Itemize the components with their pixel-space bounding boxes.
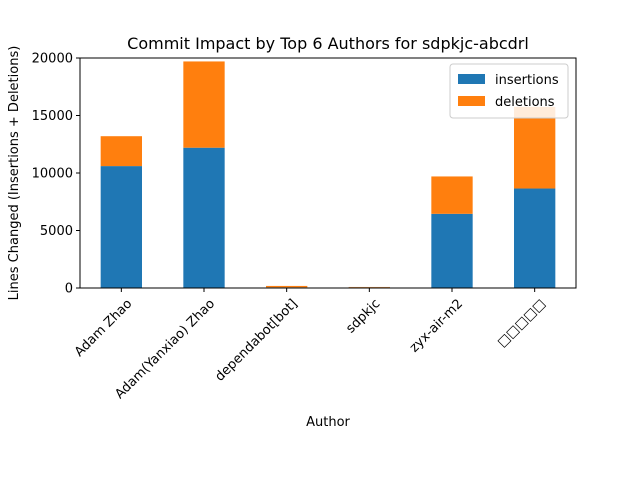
bar-deletions-5 — [514, 106, 556, 189]
y-tick-label-2: 10000 — [32, 167, 73, 182]
chart-title: Commit Impact by Top 6 Authors for sdpkj… — [127, 34, 529, 53]
x-axis-label: Author — [306, 415, 350, 430]
legend-swatch-insertions — [458, 74, 485, 84]
legend-swatch-deletions — [458, 96, 485, 106]
bar-insertions-4 — [431, 213, 473, 288]
bar-deletions-1 — [183, 61, 225, 148]
y-tick-label-1: 5000 — [40, 224, 73, 239]
legend-label-deletions: deletions — [495, 95, 555, 110]
legend-label-insertions: insertions — [495, 73, 559, 88]
bar-insertions-0 — [100, 166, 142, 288]
y-axis-label: Lines Changed (Insertions + Deletions) — [7, 46, 22, 301]
bar-insertions-5 — [514, 188, 556, 288]
bar-deletions-2 — [266, 285, 308, 288]
y-tick-label-0: 0 — [65, 282, 73, 297]
y-tick-label-4: 20000 — [32, 52, 73, 67]
bar-insertions-1 — [183, 147, 225, 288]
y-tick-label-3: 15000 — [32, 109, 73, 124]
bar-deletions-4 — [431, 176, 473, 214]
legend: insertions deletions — [449, 63, 569, 119]
bar-deletions-0 — [100, 136, 142, 167]
